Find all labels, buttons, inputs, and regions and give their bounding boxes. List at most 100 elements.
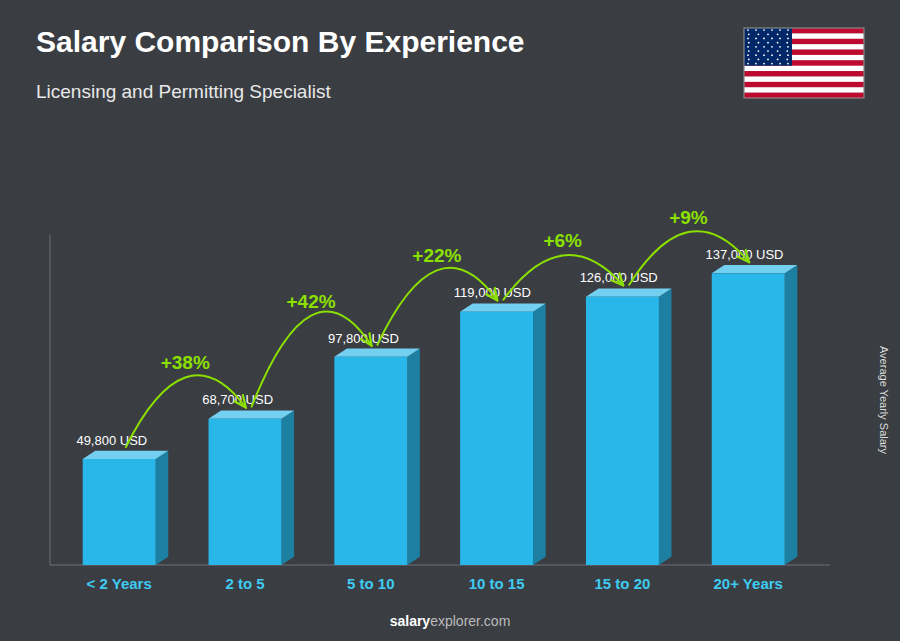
bar-group bbox=[334, 349, 420, 565]
bar-side bbox=[281, 410, 294, 565]
flag-star bbox=[763, 46, 765, 48]
flag-star bbox=[763, 54, 765, 56]
flag-star bbox=[777, 50, 779, 52]
bars bbox=[83, 265, 798, 565]
x-tick-label: 2 to 5 bbox=[225, 575, 264, 592]
flag-star bbox=[771, 46, 773, 48]
bar-group bbox=[83, 451, 169, 565]
flag-star bbox=[755, 38, 757, 40]
flag-star bbox=[771, 38, 773, 40]
flag-star bbox=[787, 38, 789, 40]
bar-group bbox=[209, 410, 295, 565]
flag-star bbox=[758, 50, 760, 52]
flag-star bbox=[779, 29, 781, 31]
subtitle: Licensing and Permitting Specialist bbox=[36, 81, 331, 102]
bar-side bbox=[785, 265, 798, 565]
flag-star bbox=[748, 33, 750, 35]
flag-star bbox=[748, 50, 750, 52]
flag-star bbox=[755, 54, 757, 56]
flag-star bbox=[787, 63, 789, 65]
x-tick-label: 20+ Years bbox=[714, 575, 783, 592]
bar bbox=[460, 312, 533, 565]
flag-star bbox=[787, 29, 789, 31]
flag-star bbox=[787, 46, 789, 48]
bar bbox=[83, 459, 156, 565]
flag-star bbox=[755, 63, 757, 65]
y-axis-label: Average Yearly Salary bbox=[878, 346, 890, 455]
flag-star bbox=[767, 33, 769, 35]
flag-stripe bbox=[744, 82, 864, 88]
flag-star bbox=[771, 29, 773, 31]
flag-stripe bbox=[744, 71, 864, 77]
flag-star bbox=[771, 63, 773, 65]
flag-star bbox=[758, 59, 760, 61]
flag-star bbox=[758, 42, 760, 44]
x-tick-label: 15 to 20 bbox=[594, 575, 650, 592]
flag-star bbox=[786, 59, 788, 61]
bar bbox=[586, 297, 659, 565]
footer-part: salary bbox=[390, 613, 431, 629]
flag-star bbox=[787, 54, 789, 56]
footer: salaryexplorer.com bbox=[390, 613, 511, 629]
flag-star bbox=[747, 46, 749, 48]
data-label: 137,000 USD bbox=[705, 247, 783, 262]
flag-stripe bbox=[744, 76, 864, 82]
flag-star bbox=[786, 33, 788, 35]
flag-star bbox=[748, 42, 750, 44]
footer-part: explorer.com bbox=[430, 613, 510, 629]
bar-top bbox=[83, 451, 169, 459]
flag-star bbox=[786, 42, 788, 44]
arrow bbox=[503, 255, 623, 300]
flag-star bbox=[767, 50, 769, 52]
arrow bbox=[125, 375, 245, 447]
title: Salary Comparison By Experience bbox=[36, 25, 525, 58]
bar-side bbox=[533, 303, 546, 565]
bar-side bbox=[156, 451, 169, 565]
flag-star bbox=[779, 38, 781, 40]
bar-top bbox=[334, 349, 420, 357]
annotation: +9% bbox=[669, 207, 708, 228]
bar-top bbox=[712, 265, 798, 273]
bar-top bbox=[209, 410, 295, 418]
flag-star bbox=[763, 63, 765, 65]
flag-star bbox=[747, 29, 749, 31]
flag-canton bbox=[744, 28, 792, 66]
bar-side bbox=[407, 349, 420, 565]
data-label: 49,800 USD bbox=[76, 433, 147, 448]
flag-stripe bbox=[744, 66, 864, 72]
flag-stripe bbox=[744, 87, 864, 93]
annotation: +6% bbox=[543, 230, 582, 251]
flag-star bbox=[747, 63, 749, 65]
data-label: 126,000 USD bbox=[580, 270, 658, 285]
flag-star bbox=[767, 42, 769, 44]
y-axis-line bbox=[50, 235, 51, 565]
bar-side bbox=[659, 288, 672, 565]
flag-star bbox=[758, 33, 760, 35]
flag-star bbox=[777, 42, 779, 44]
arrow bbox=[251, 311, 371, 407]
flag-star bbox=[755, 46, 757, 48]
data-label: 97,800 USD bbox=[328, 331, 399, 346]
flag-star bbox=[747, 54, 749, 56]
bar bbox=[712, 273, 785, 565]
flag-star bbox=[786, 50, 788, 52]
annotation: +42% bbox=[286, 291, 335, 312]
arrow bbox=[629, 231, 749, 285]
chart: Salary Comparison By Experience Licensing… bbox=[0, 0, 900, 641]
bar-top bbox=[586, 288, 672, 296]
data-label: 68,700 USD bbox=[202, 392, 273, 407]
flag-star bbox=[747, 38, 749, 40]
flag-star bbox=[779, 63, 781, 65]
x-tick-label: < 2 Years bbox=[87, 575, 152, 592]
flag-star bbox=[779, 46, 781, 48]
x-tick-label: 10 to 15 bbox=[469, 575, 525, 592]
annotation: +38% bbox=[161, 352, 210, 373]
bar bbox=[209, 419, 282, 565]
bar-group bbox=[586, 288, 672, 565]
flag-border bbox=[744, 28, 864, 98]
flag-star bbox=[777, 59, 779, 61]
flag-star bbox=[777, 33, 779, 35]
x-tick-label: 5 to 10 bbox=[347, 575, 395, 592]
flag-star bbox=[755, 29, 757, 31]
flag-star bbox=[767, 59, 769, 61]
